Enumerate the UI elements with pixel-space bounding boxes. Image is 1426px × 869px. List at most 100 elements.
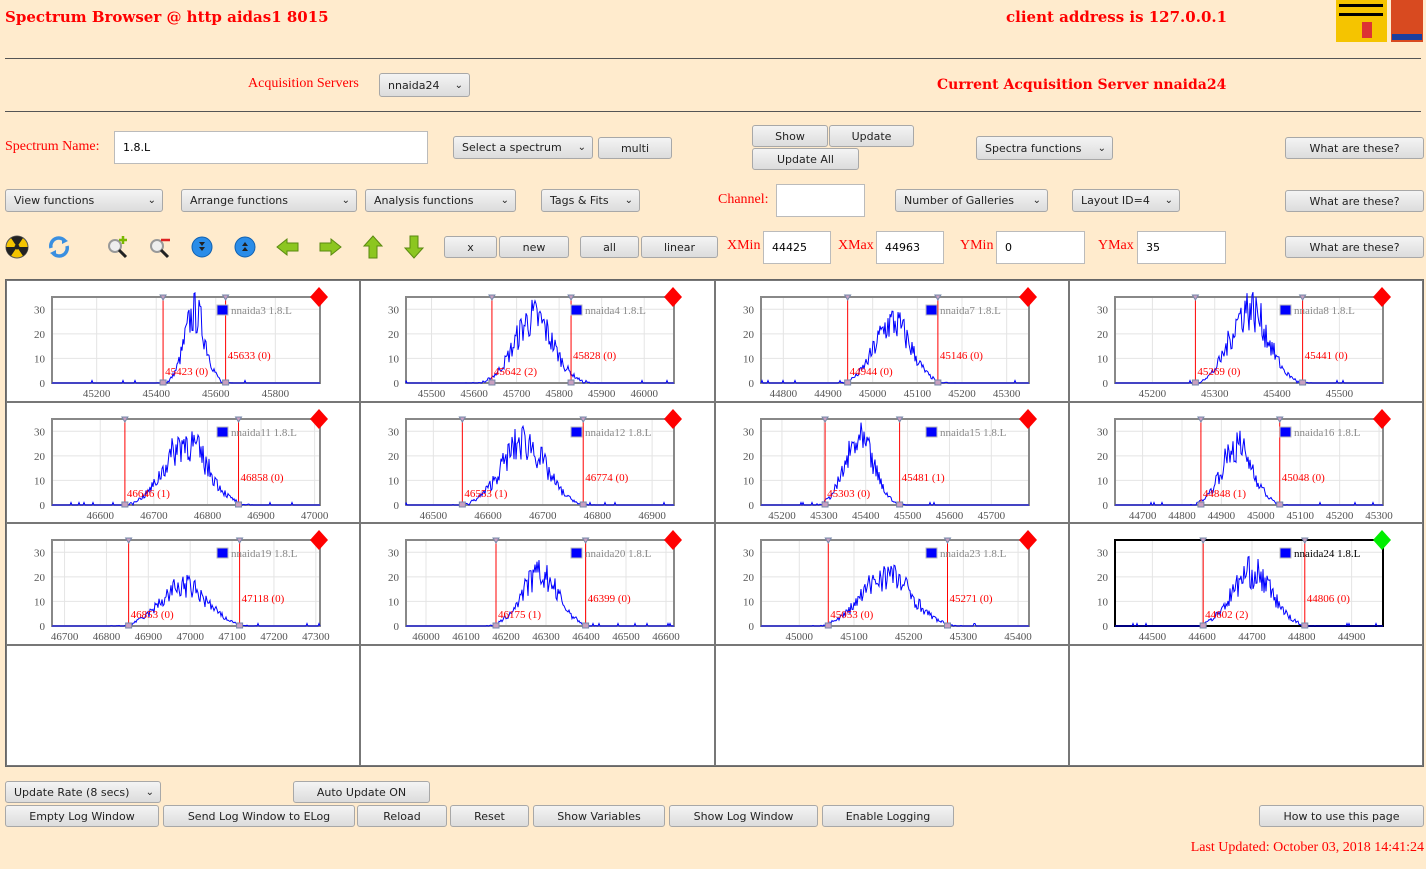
ymin-input[interactable]: 0 xyxy=(996,231,1085,264)
spectrum-panel[interactable]: 46500 46600 46700 46800 46900 0 10 20 30 46553 (1… xyxy=(360,401,715,524)
spectrum-chart[interactable]: 46000 46100 46200 46300 46400 46500 46600 0 10 20… xyxy=(361,524,715,645)
analysis-functions-dropdown[interactable]: Analysis functions ⌄ xyxy=(365,189,516,212)
status-diamond-icon[interactable] xyxy=(664,287,683,307)
how-to-use-button[interactable]: How to use this page xyxy=(1259,805,1424,827)
arrow-down-icon[interactable] xyxy=(401,234,427,260)
zoom-in-icon[interactable] xyxy=(105,234,131,260)
help-button[interactable]: What are these? xyxy=(1285,190,1424,212)
update-button[interactable]: Update xyxy=(829,125,914,147)
reset-button[interactable]: Reset xyxy=(450,805,529,827)
send-log-elog-button[interactable]: Send Log Window to ELog xyxy=(163,805,355,827)
spectrum-name-input[interactable]: 1.8.L xyxy=(114,131,428,164)
spectrum-panel[interactable]: 46600 46700 46800 46900 47000 0 10 20 30 46646 (1… xyxy=(6,401,361,524)
status-diamond-icon[interactable] xyxy=(310,408,328,429)
spectrum-panel[interactable]: 44500 44600 44700 44800 44900 0 10 20 30 44602 (2… xyxy=(1068,523,1424,645)
auto-update-button[interactable]: Auto Update ON xyxy=(293,781,430,803)
status-diamond-icon[interactable] xyxy=(1372,287,1391,307)
status-diamond-icon[interactable] xyxy=(1018,408,1037,429)
radiation-icon[interactable] xyxy=(4,234,30,260)
reload-button[interactable]: Reload xyxy=(357,805,447,827)
marker-handle xyxy=(1275,501,1283,507)
arrow-left-icon[interactable] xyxy=(275,234,301,260)
spectrum-chart[interactable]: 44500 44600 44700 44800 44900 0 10 20 30 44602 (2… xyxy=(1070,524,1424,645)
spectrum-chart[interactable]: 45200 45300 45400 45500 0 10 20 30 45269 (0) 4544… xyxy=(1070,281,1424,402)
spectrum-chart[interactable]: 46700 46800 46900 47000 47100 47200 47300 0 10 20… xyxy=(7,524,361,645)
spectrum-panel[interactable]: 45200 45400 45600 45800 0 10 20 30 45423 (0) 4563… xyxy=(6,280,361,402)
spectrum-panel[interactable]: 44700 44800 44900 45000 45100 45200 45300 0 10 20… xyxy=(1068,401,1424,524)
arrow-up-icon[interactable] xyxy=(360,234,386,260)
select-spectrum-dropdown[interactable]: Select a spectrum ⌄ xyxy=(453,136,593,159)
spectrum-chart[interactable]: 46500 46600 46700 46800 46900 0 10 20 30 46553 (1… xyxy=(361,403,715,524)
status-diamond-icon[interactable] xyxy=(1372,408,1391,429)
y-tick-label: 0 xyxy=(40,621,46,633)
y-tick-label: 0 xyxy=(748,500,754,512)
spectrum-panel[interactable]: 45000 45100 45200 45300 45400 0 10 20 30 45053 (0… xyxy=(714,523,1070,645)
linear-button[interactable]: linear xyxy=(641,236,718,258)
new-button[interactable]: new xyxy=(499,236,569,258)
empty-panel[interactable] xyxy=(714,644,1069,766)
arrange-functions-dropdown[interactable]: Arrange functions ⌄ xyxy=(181,189,357,212)
spectrum-chart[interactable]: 46600 46700 46800 46900 47000 0 10 20 30 46646 (1… xyxy=(7,403,361,524)
select-spectrum-label: Select a spectrum xyxy=(462,141,562,154)
status-diamond-icon[interactable] xyxy=(1372,530,1391,550)
legend-label: nnaida19 1.8.L xyxy=(231,548,298,560)
spectrum-panel[interactable]: 46700 46800 46900 47000 47100 47200 47300 0 10 20… xyxy=(6,523,361,645)
status-diamond-icon[interactable] xyxy=(310,530,328,550)
status-diamond-icon[interactable] xyxy=(1018,287,1037,307)
tags-fits-dropdown[interactable]: Tags & Fits ⌄ xyxy=(541,189,640,212)
update-all-button[interactable]: Update All xyxy=(752,148,859,170)
status-diamond-icon[interactable] xyxy=(1018,530,1037,550)
spectrum-chart[interactable]: 45200 45300 45400 45500 45600 45700 0 10 20 30 453… xyxy=(716,403,1070,524)
spectrum-chart[interactable]: 44800 44900 45000 45100 45200 45300 0 10 20 30 449… xyxy=(716,281,1070,402)
x-button[interactable]: x xyxy=(444,236,497,258)
plot-frame xyxy=(51,417,321,506)
marker-handle xyxy=(1298,379,1306,386)
empty-log-button[interactable]: Empty Log Window xyxy=(5,805,159,827)
spectrum-panel[interactable]: 45200 45300 45400 45500 0 10 20 30 45269 (0) 4544… xyxy=(1068,280,1424,402)
help-button[interactable]: What are these? xyxy=(1285,236,1424,258)
refresh-icon[interactable] xyxy=(46,234,72,260)
status-diamond-icon[interactable] xyxy=(310,287,328,307)
zoom-out-icon[interactable] xyxy=(147,234,173,260)
spectrum-panel[interactable]: 46000 46100 46200 46300 46400 46500 46600 0 10 20… xyxy=(360,523,715,645)
spectrum-panel[interactable]: 45200 45300 45400 45500 45600 45700 0 10 20 30 453… xyxy=(714,401,1070,524)
spectrum-chart[interactable]: 44700 44800 44900 45000 45100 45200 45300 0 10 20… xyxy=(1070,403,1424,524)
all-button[interactable]: all xyxy=(580,236,639,258)
status-diamond-icon[interactable] xyxy=(664,530,683,550)
enable-logging-button[interactable]: Enable Logging xyxy=(822,805,954,827)
spectrum-chart[interactable]: 45000 45100 45200 45300 45400 0 10 20 30 45053 (0… xyxy=(716,524,1070,645)
spectrum-series xyxy=(1114,430,1383,505)
spectra-functions-dropdown[interactable]: Spectra functions ⌄ xyxy=(976,136,1113,160)
spectrum-panel[interactable]: 45500 45600 45700 45800 45900 46000 0 10 20 30 456… xyxy=(360,280,715,402)
spectrum-panel[interactable]: 44800 44900 45000 45100 45200 45300 0 10 20 30 449… xyxy=(714,280,1070,402)
xmin-input[interactable]: 44425 xyxy=(763,231,831,264)
ymax-input[interactable]: 35 xyxy=(1137,231,1226,264)
empty-panel[interactable] xyxy=(6,644,361,766)
x-tick-label: 45700 xyxy=(977,510,1005,522)
x-tick-label: 45200 xyxy=(83,388,111,400)
number-of-galleries-dropdown[interactable]: Number of Galleries ⌄ xyxy=(895,189,1048,212)
expand-vertical-icon[interactable] xyxy=(189,234,215,260)
empty-panel[interactable] xyxy=(360,644,715,766)
multi-button[interactable]: multi xyxy=(598,137,672,159)
spectrum-chart[interactable]: 45500 45600 45700 45800 45900 46000 0 10 20 30 456… xyxy=(361,281,715,402)
arrow-right-icon[interactable] xyxy=(317,234,343,260)
view-functions-dropdown[interactable]: View functions ⌄ xyxy=(5,189,163,212)
plot-frame xyxy=(405,417,676,506)
status-diamond-icon[interactable] xyxy=(664,408,683,429)
update-rate-dropdown[interactable]: Update Rate (8 secs) ⌄ xyxy=(5,781,161,803)
help-button[interactable]: What are these? xyxy=(1285,137,1424,159)
channel-input[interactable] xyxy=(776,184,865,217)
empty-panel[interactable] xyxy=(1068,644,1423,766)
show-button[interactable]: Show xyxy=(752,125,828,147)
marker-handle xyxy=(492,622,500,629)
acq-server-select[interactable]: nnaida24 ⌄ xyxy=(379,73,470,97)
marker-label: 45271 (0) xyxy=(949,593,992,605)
show-variables-button[interactable]: Show Variables xyxy=(533,805,665,827)
collapse-vertical-icon[interactable] xyxy=(232,234,258,260)
show-log-window-button[interactable]: Show Log Window xyxy=(669,805,818,827)
layout-dropdown[interactable]: Layout ID=4 ⌄ xyxy=(1072,189,1180,212)
xmax-input[interactable]: 44963 xyxy=(876,231,944,264)
spectrum-chart[interactable]: 45200 45400 45600 45800 0 10 20 30 45423 (0) 4563… xyxy=(7,281,361,402)
legend-swatch xyxy=(570,304,583,316)
